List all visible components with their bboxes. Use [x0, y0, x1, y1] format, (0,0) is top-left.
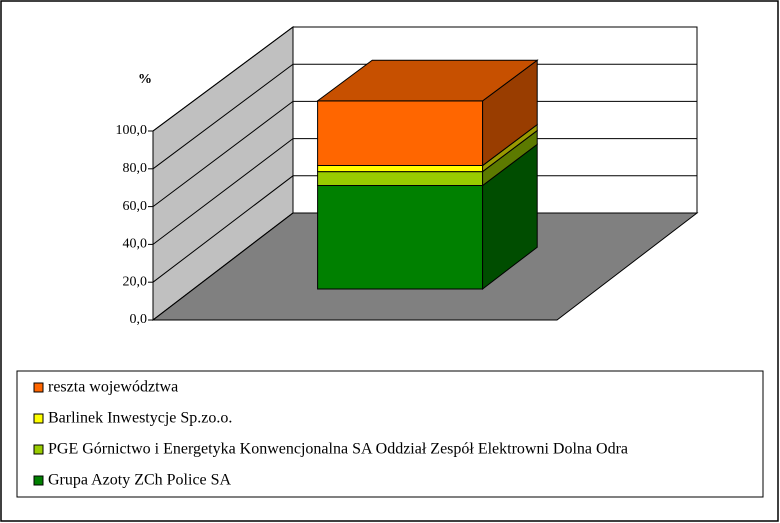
legend-swatch	[33, 475, 44, 486]
grid-line	[152, 175, 697, 283]
legend-label: Grupa Azoty ZCh Police SA	[48, 472, 232, 489]
legend-swatch	[33, 413, 44, 424]
bar-front	[317, 100, 484, 167]
bar-front	[317, 165, 484, 173]
y-axis-label: %	[138, 72, 152, 87]
legend-swatch	[33, 382, 44, 393]
grid-line	[152, 212, 697, 321]
bar-top	[316, 59, 539, 102]
bar-front	[317, 171, 484, 186]
grid-line	[152, 100, 697, 207]
grid-line	[152, 26, 697, 132]
y-tick-label: 0,0	[130, 312, 148, 327]
legend-label: Barlinek Inwestycje Sp.zo.o.	[48, 410, 232, 427]
y-tick-label: 100,0	[116, 123, 148, 138]
legend-label: reszta województwa	[48, 379, 178, 396]
y-tick-label: 40,0	[123, 237, 148, 252]
y-tick-label: 80,0	[123, 161, 148, 176]
legend-swatch	[33, 444, 44, 455]
grid-line	[152, 138, 697, 245]
y-tick-label: 60,0	[123, 199, 148, 214]
y-tick-label: 20,0	[123, 274, 148, 289]
grid-line	[152, 63, 697, 170]
legend-box	[16, 370, 764, 498]
bar-front	[317, 184, 484, 290]
legend-label: PGE Górnictwo i Energetyka Konwencjonaln…	[48, 441, 628, 458]
